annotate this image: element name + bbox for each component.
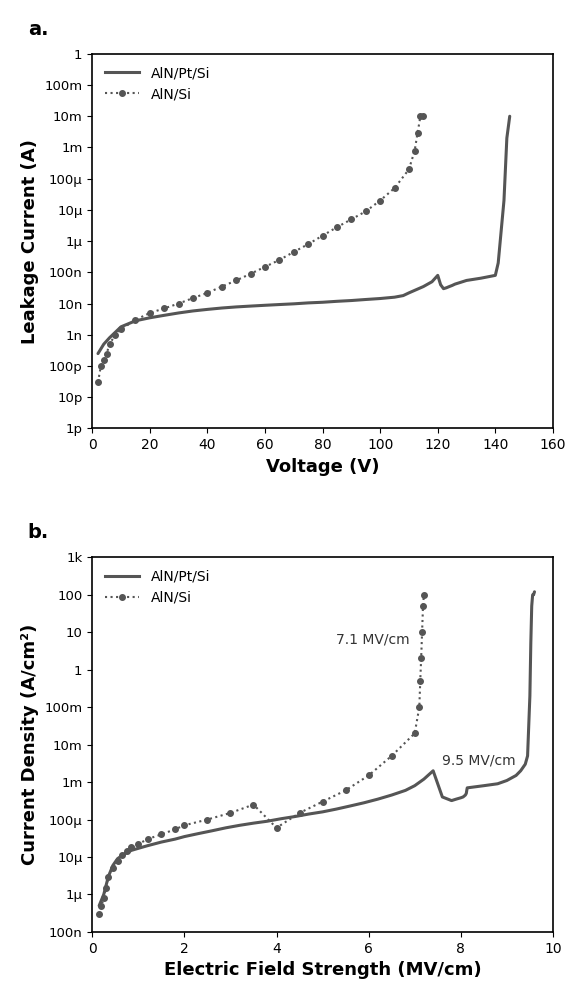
- Text: 7.1 MV/cm: 7.1 MV/cm: [336, 632, 410, 646]
- Text: b.: b.: [28, 523, 49, 542]
- Legend: AlN/Pt/Si, AlN/Si: AlN/Pt/Si, AlN/Si: [99, 61, 215, 107]
- X-axis label: Voltage (V): Voltage (V): [266, 458, 379, 476]
- Y-axis label: Leakage Current (A): Leakage Current (A): [21, 139, 39, 344]
- Text: a.: a.: [28, 20, 48, 39]
- Text: 9.5 MV/cm: 9.5 MV/cm: [443, 753, 516, 767]
- Legend: AlN/Pt/Si, AlN/Si: AlN/Pt/Si, AlN/Si: [99, 564, 215, 610]
- Y-axis label: Current Density (A/cm²): Current Density (A/cm²): [21, 624, 39, 865]
- X-axis label: Electric Field Strength (MV/cm): Electric Field Strength (MV/cm): [164, 961, 481, 979]
